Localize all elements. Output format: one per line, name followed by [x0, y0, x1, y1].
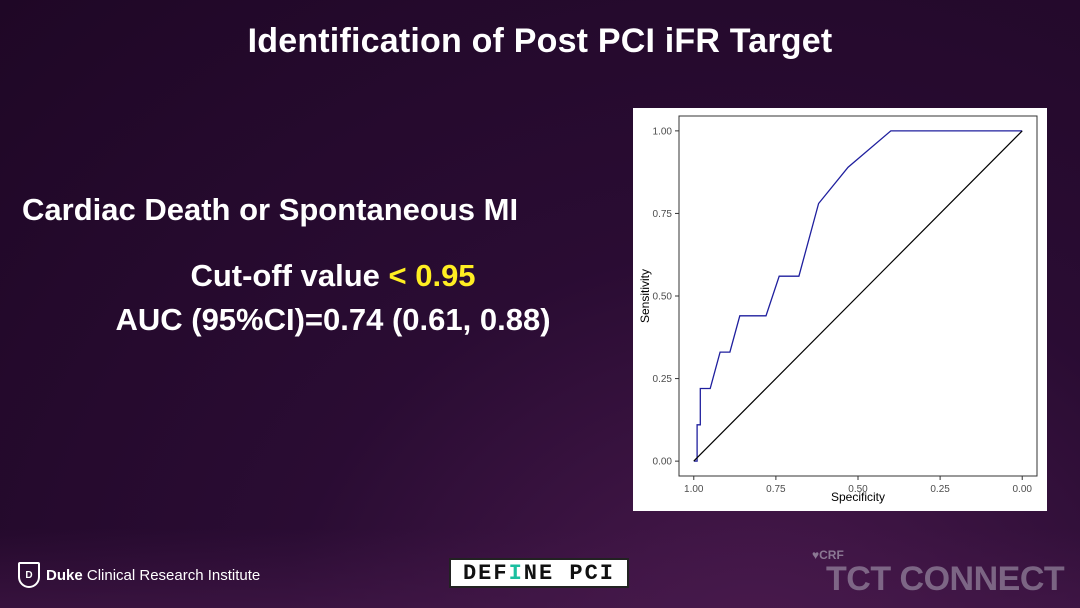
duke-logo: D Duke Clinical Research Institute	[18, 562, 260, 588]
y-tick-label: 0.50	[653, 292, 673, 303]
duke-institute-name: Clinical Research Institute	[86, 566, 261, 584]
cutoff-value: < 0.95	[388, 258, 476, 293]
crf-heart-icon: ♥	[812, 548, 820, 562]
roc-chart: 1.00 0.75 0.50 0.25 0.000.000.250.500.751.00…	[638, 115, 1038, 504]
lines-layer	[693, 130, 1023, 462]
x-tick-label: 0.00	[1012, 484, 1032, 495]
ticks-layer: 1.00 0.75 0.50 0.25 0.00 0.00 0.25 0.50 0.75 1.00	[653, 126, 1033, 495]
cutoff-line: Cut-off value < 0.95	[0, 258, 666, 294]
define-text-a: DEF	[462, 560, 509, 586]
roc-curve-line	[693, 130, 1023, 462]
y-tick-label: 0.00	[653, 457, 673, 468]
crf-text: CRF	[819, 548, 844, 562]
outcome-subtitle: Cardiac Death or Spontaneous MI	[22, 192, 519, 227]
duke-shield-icon: D	[18, 562, 40, 588]
x-axis-title: Specificity	[831, 490, 885, 504]
cutoff-label: Cut-off value	[190, 258, 380, 293]
duke-word: Duke	[46, 566, 83, 584]
crf-logo: ♥CRF	[812, 548, 844, 562]
reference-diagonal-line	[693, 130, 1023, 462]
x-tick-label: 0.75	[766, 484, 786, 495]
define-pci-logo: DEF I NE PCI	[449, 558, 629, 588]
define-text-b: I	[508, 560, 524, 586]
tct-connect-logo: TCT CONNECT	[826, 560, 1065, 598]
roc-chart-panel: 1.00 0.75 0.50 0.25 0.00 0.00 0.25 0.50 0.75 1.00…	[633, 108, 1047, 511]
slide-title: Identification of Post PCI iFR Target	[247, 22, 833, 60]
define-text-c: NE PCI	[523, 560, 616, 586]
auc-line: AUC (95%CI)=0.74 (0.61, 0.88)	[115, 302, 551, 337]
y-tick-label: 0.75	[653, 209, 673, 220]
y-tick-label: 0.25	[653, 374, 673, 385]
x-tick-label: 1.00	[684, 484, 704, 495]
x-tick-label: 0.25	[930, 484, 950, 495]
x-tick-label: 0.50	[848, 484, 868, 495]
y-tick-label: 1.00	[653, 126, 673, 137]
y-axis-title: Sensitivity	[638, 269, 652, 323]
